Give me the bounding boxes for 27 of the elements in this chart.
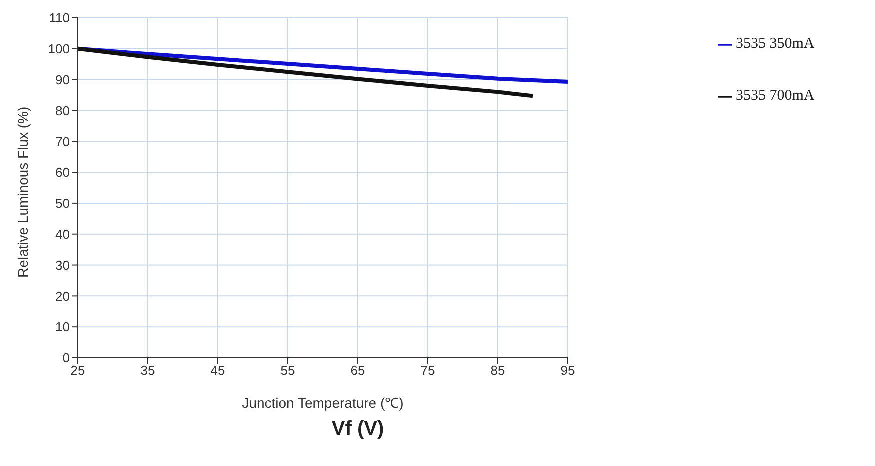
y-tick-label: 30 xyxy=(56,258,70,273)
legend-label: 3535 350mA xyxy=(736,36,815,52)
x-tick-label: 35 xyxy=(140,363,156,378)
y-tick-label: 60 xyxy=(56,165,70,180)
line-series xyxy=(78,46,568,84)
line-series xyxy=(78,46,535,98)
y-axis-title: Relative Luminous Flux (%) xyxy=(14,106,31,278)
x-tick-label: 55 xyxy=(280,363,296,378)
text: Vf (V) xyxy=(330,418,386,441)
x-tick-label: 95 xyxy=(560,363,576,378)
y-tick-label: 70 xyxy=(56,134,70,150)
legend-label: 3535 700mA xyxy=(736,88,815,104)
x-axis-title: Junction Temperature (℃) xyxy=(242,395,404,411)
y-tick-label: 80 xyxy=(56,103,70,118)
x-tick-label: 75 xyxy=(420,363,436,378)
y-tick-label: 50 xyxy=(56,196,70,212)
y-tick-label: 10 xyxy=(56,320,70,335)
y-tick-label: 110 xyxy=(49,10,70,26)
y-tick-label: 90 xyxy=(56,72,70,88)
x-tick-label: 65 xyxy=(350,363,366,378)
y-tick-label: 0 xyxy=(62,350,70,366)
y-tick-label: 40 xyxy=(56,226,70,242)
y-tick-label: 20 xyxy=(56,288,70,304)
x-tick-label: 45 xyxy=(210,363,226,378)
x-tick-label: 25 xyxy=(70,363,86,378)
y-tick-label: 100 xyxy=(48,42,70,57)
x-tick-label: 85 xyxy=(490,363,506,378)
